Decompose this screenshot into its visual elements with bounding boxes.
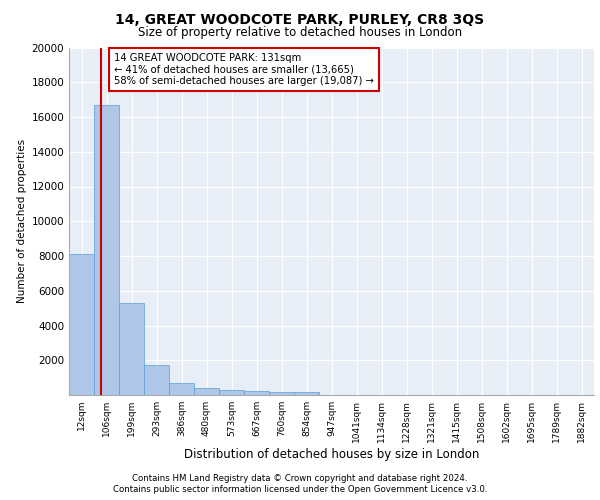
Bar bbox=[119, 303, 144, 395]
Bar bbox=[94, 105, 119, 395]
Text: 14, GREAT WOODCOTE PARK, PURLEY, CR8 3QS: 14, GREAT WOODCOTE PARK, PURLEY, CR8 3QS bbox=[115, 12, 485, 26]
Text: 14 GREAT WOODCOTE PARK: 131sqm
← 41% of detached houses are smaller (13,665)
58%: 14 GREAT WOODCOTE PARK: 131sqm ← 41% of … bbox=[113, 52, 373, 86]
Bar bbox=[194, 388, 219, 395]
Bar bbox=[219, 390, 244, 395]
Bar bbox=[244, 391, 269, 395]
X-axis label: Distribution of detached houses by size in London: Distribution of detached houses by size … bbox=[184, 448, 479, 460]
Bar bbox=[69, 254, 94, 395]
Bar bbox=[294, 392, 319, 395]
Text: Size of property relative to detached houses in London: Size of property relative to detached ho… bbox=[138, 26, 462, 39]
Bar bbox=[144, 364, 169, 395]
Text: Contains HM Land Registry data © Crown copyright and database right 2024.
Contai: Contains HM Land Registry data © Crown c… bbox=[113, 474, 487, 494]
Bar bbox=[269, 392, 294, 395]
Y-axis label: Number of detached properties: Number of detached properties bbox=[17, 139, 27, 304]
Bar bbox=[169, 383, 194, 395]
